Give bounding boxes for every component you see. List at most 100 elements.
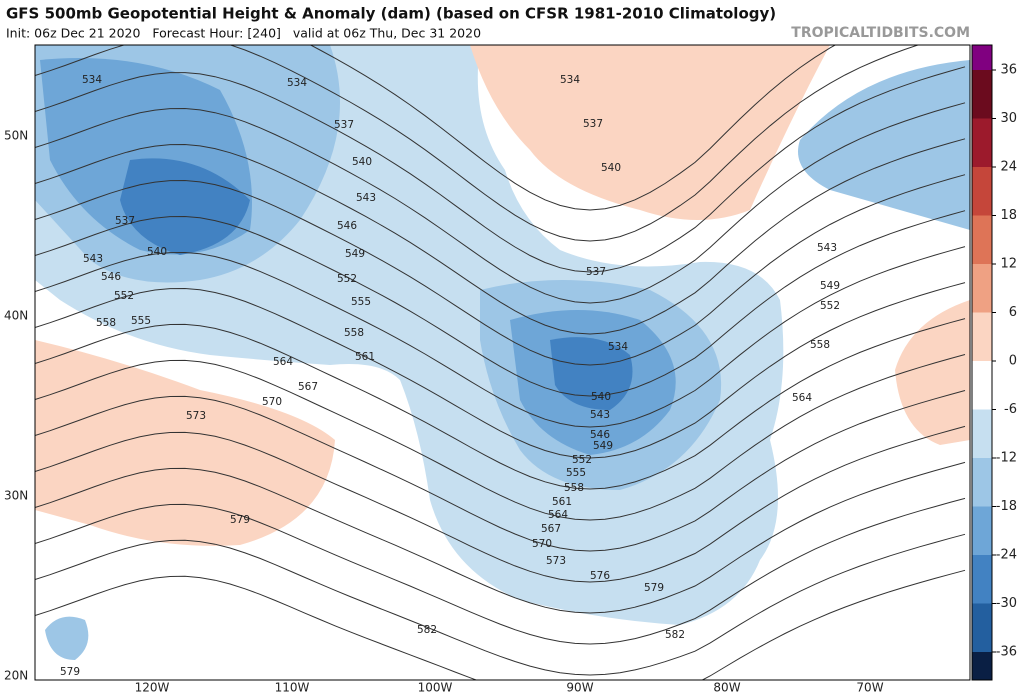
watermark: TROPICALTIDBITS.COM [791,25,970,41]
contour-label: 546 [101,271,121,283]
colorbar-segment [972,264,992,313]
height-contours [35,45,966,680]
contour-line [35,533,966,676]
contour-line [35,354,966,521]
lon-label: 70W [856,681,883,695]
contour-label: 561 [552,496,572,508]
contour-label: 555 [131,315,151,327]
contour-label: 552 [114,290,134,302]
contour-label: 546 [337,220,357,232]
lon-label: 90W [566,681,593,695]
contour-label: 543 [817,242,837,254]
contour-label: 558 [810,339,830,351]
contour-label: 582 [665,629,685,641]
contour-label: 534 [287,77,307,89]
contour-label: 576 [590,570,610,582]
colorbar-tick-label: 0 [1009,354,1017,369]
contour-label: 582 [417,624,437,636]
contour-label: 567 [298,381,318,393]
lon-label: 80W [713,681,740,695]
contour-label: 567 [541,523,561,535]
contour-label: 534 [82,74,102,86]
lat-label: 20N [4,669,28,683]
contour-label: 558 [344,327,364,339]
contour-label: 552 [820,300,840,312]
contour-label: 543 [590,409,610,421]
colorbar-tick-label: 36 [1000,63,1017,78]
colorbar-tick-label: -24 [996,548,1017,563]
colorbar-segment [972,215,992,264]
title: GFS 500mb Geopotential Height & Anomaly … [6,5,776,23]
contour-label: 579 [644,582,664,594]
contour-line [35,425,966,583]
neg-anomaly [45,616,89,660]
contour-label: 570 [532,538,552,550]
contour-label: 570 [262,396,282,408]
lon-label: 110W [275,681,310,695]
contour-label: 540 [591,391,611,403]
colorbar-tick-label: -36 [996,645,1017,660]
contour-label: 564 [792,392,812,404]
colorbar-segment [972,458,992,507]
contour-label: 555 [351,296,371,308]
colorbar-cap [972,652,992,680]
pos-anomaly [895,300,970,445]
contour-line [35,497,966,645]
contour-label: 543 [356,192,376,204]
contour-label: 549 [593,440,613,452]
contour-labels: 534 534 537 534 537 540 540 543 546 549 552 555 558 5… [60,74,840,678]
colorbar-tick-label: -6 [1004,402,1017,417]
contour-label: 558 [564,482,584,494]
contour-line [35,569,966,680]
map-frame [34,44,971,681]
colorbar-tick-label: 24 [1000,160,1017,175]
contour-label: 540 [352,156,372,168]
contour-line [35,282,966,459]
contour-label: 579 [230,514,250,526]
contour-line [35,210,966,397]
colorbar-segment [972,312,992,361]
contour-label: 537 [586,266,606,278]
lon-label: 120W [135,681,170,695]
map-area: 534 534 537 534 537 540 540 543 546 549 552 555 558 5… [34,44,971,681]
contour-label: 579 [60,666,80,678]
contour-label: 540 [147,246,167,258]
colorbar-segment [972,555,992,604]
colorbar-tick-label: 12 [1000,257,1017,272]
contour-label: 561 [355,351,375,363]
lon-label: 100W [418,681,453,695]
anomaly-shading: 534 534 537 534 537 540 540 543 546 549 552 555 558 5… [35,45,970,680]
contour-line [35,461,966,614]
contour-line [35,102,966,304]
colorbar-segment [972,603,992,652]
colorbar-segment [972,409,992,458]
contour-label: 537 [334,119,354,131]
contour-line [35,390,966,552]
contour-label: 555 [566,467,586,479]
lat-label: 30N [4,489,28,503]
colorbar: 36 30 24 18 12 6 0 -6 -12 -18 -24 -30 -36 [971,44,1017,681]
contour-label: 564 [273,356,293,368]
colorbar-cap [972,45,992,70]
contour-label: 552 [337,273,357,285]
subtitle: Init: 06z Dec 21 2020 Forecast Hour: [24… [6,26,481,41]
colorbar-segment [972,118,992,167]
colorbar-tick-label: -18 [996,499,1017,514]
colorbar-segment [972,361,992,410]
colorbar-tick-label: 30 [1000,111,1017,126]
contour-label: 534 [560,74,580,86]
colorbar-segment [972,167,992,216]
contour-line [35,174,966,366]
contour-label: 573 [186,410,206,422]
colorbar-tick-label: -12 [996,451,1017,466]
neg-anomaly [550,337,633,410]
contour-label: 573 [546,555,566,567]
graticule-labels: 50N 40N 30N 20N 120W 110W 100W 90W 80W 70W [4,129,884,695]
contour-label: 558 [96,317,116,329]
colorbar-tick-label: 18 [1000,208,1017,223]
contour-line [309,45,837,211]
contour-label: 543 [83,253,103,265]
contour-line [35,318,966,490]
colorbar-segment [972,70,992,119]
